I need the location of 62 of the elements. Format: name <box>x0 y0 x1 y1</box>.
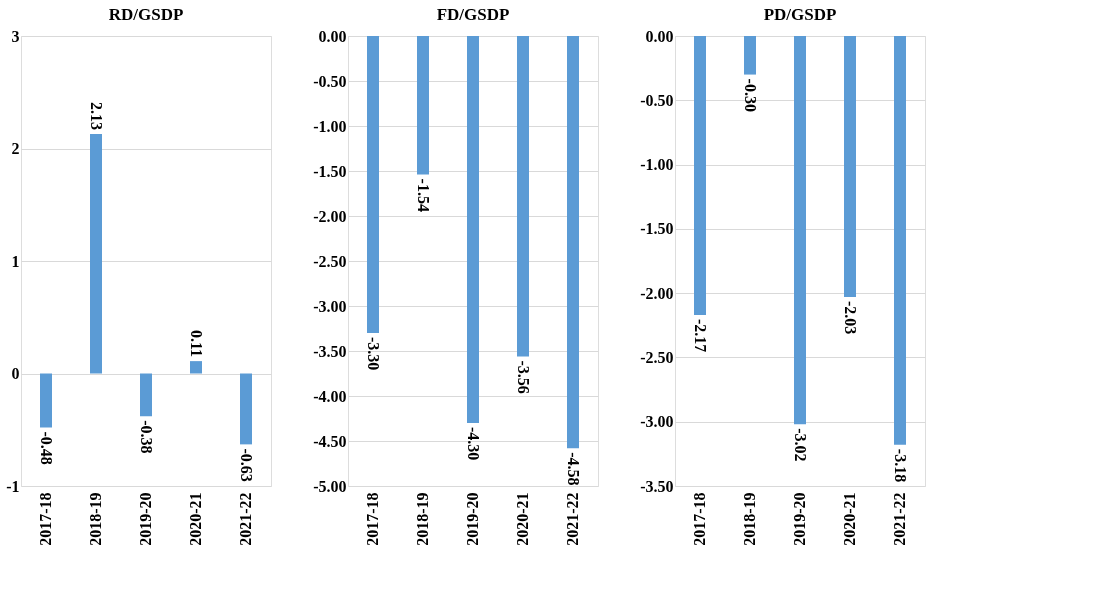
x-tick-label: 2018-19 <box>741 492 758 546</box>
y-tick-label: -3.00 <box>313 297 347 315</box>
x-tick-label: 2017-18 <box>37 492 54 546</box>
y-tick-label: 0.00 <box>645 27 674 45</box>
x-tick-label: 2021-22 <box>564 492 581 546</box>
data-label: -4.58 <box>565 452 582 486</box>
bar <box>90 133 102 374</box>
x-tick-label: 2017-18 <box>364 492 381 546</box>
x-tick-label: 2017-18 <box>691 492 708 546</box>
data-label: 2.13 <box>88 101 105 130</box>
y-tick-label: -1.50 <box>313 162 347 180</box>
bar <box>40 373 52 428</box>
data-label: -2.17 <box>692 319 709 353</box>
x-tick-label: 2018-19 <box>414 492 431 546</box>
x-tick-label: 2019-20 <box>137 492 154 546</box>
x-tick-label: 2019-20 <box>791 492 808 546</box>
y-tick-label: -0.50 <box>640 91 674 109</box>
x-tick-label: 2019-20 <box>464 492 481 546</box>
x-tick-label: 2020-21 <box>841 492 858 546</box>
y-tick-label: -2.00 <box>640 284 674 302</box>
data-label: -3.30 <box>365 337 382 371</box>
y-tick-label: -1.00 <box>640 156 674 174</box>
chart-title: RD/GSDP <box>108 5 184 24</box>
y-tick-label: -1.50 <box>640 220 674 238</box>
data-label: -2.03 <box>842 301 859 335</box>
data-label: -4.30 <box>465 427 482 461</box>
y-tick-label: -2.00 <box>313 207 347 225</box>
bar <box>240 373 252 445</box>
y-tick-label: -4.50 <box>313 432 347 450</box>
y-tick-label: -1 <box>6 477 20 495</box>
data-label: 0.11 <box>188 330 205 358</box>
data-label: -0.38 <box>138 420 155 454</box>
data-label: -1.54 <box>415 178 432 212</box>
data-label: -0.63 <box>238 448 255 482</box>
data-label: -0.48 <box>38 431 55 465</box>
chart-title: PD/GSDP <box>763 5 837 24</box>
y-tick-label: -5.00 <box>313 477 347 495</box>
y-tick-label: -2.50 <box>313 252 347 270</box>
x-tick-label: 2021-22 <box>237 492 254 546</box>
y-tick-label: -0.50 <box>313 72 347 90</box>
bar <box>140 373 152 417</box>
y-tick-label: -3.00 <box>640 413 674 431</box>
data-label: -3.18 <box>892 448 909 483</box>
y-tick-label: -3.50 <box>313 342 347 360</box>
y-tick-label: 3 <box>11 27 20 45</box>
y-tick-label: -1.00 <box>313 117 347 135</box>
y-tick-label: -2.50 <box>640 348 674 366</box>
x-tick-label: 2020-21 <box>187 492 204 546</box>
data-label: -3.56 <box>515 360 532 394</box>
y-tick-label: 0.00 <box>318 27 347 45</box>
bar <box>190 361 202 374</box>
y-tick-label: 0 <box>11 365 20 382</box>
data-label: -0.30 <box>742 78 759 112</box>
x-tick-label: 2020-21 <box>514 492 531 546</box>
y-tick-label: -4.00 <box>313 387 347 405</box>
x-tick-label: 2021-22 <box>891 492 908 546</box>
y-tick-label: 2 <box>11 140 20 157</box>
x-tick-label: 2018-19 <box>87 492 104 546</box>
y-tick-label: 1 <box>11 252 20 270</box>
data-label: -3.02 <box>792 428 809 462</box>
chart-title: FD/GSDP <box>436 5 510 24</box>
y-tick-label: -3.50 <box>640 477 674 495</box>
